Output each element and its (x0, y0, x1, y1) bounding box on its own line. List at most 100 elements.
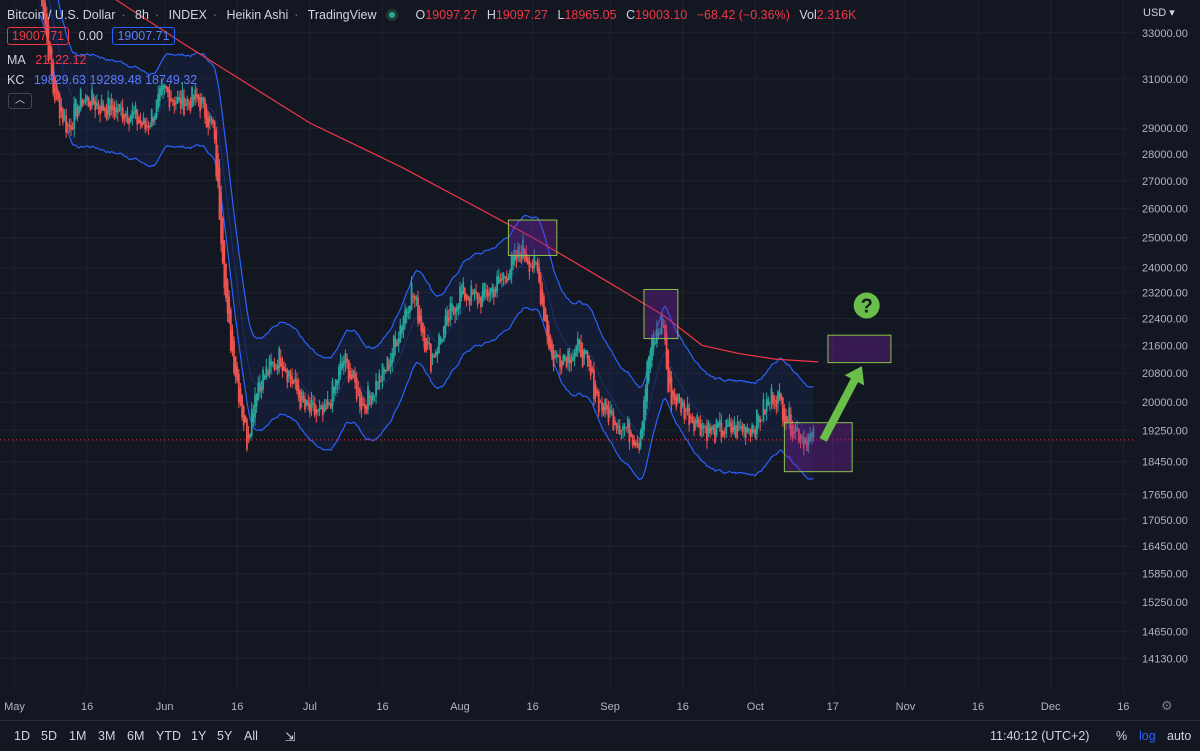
candle-body (783, 408, 786, 424)
market-status-icon (386, 9, 398, 21)
candle-body (751, 424, 754, 434)
x-tick-label: 16 (972, 701, 984, 713)
candle-body (489, 288, 492, 295)
volume-label: Vol (799, 8, 817, 22)
candle-body (635, 442, 637, 447)
candle-body (420, 315, 423, 332)
buy-price-button[interactable]: 19007.71 (112, 27, 175, 45)
timeframe-6m[interactable]: 6M (127, 729, 145, 743)
candle-body (60, 106, 63, 112)
candle-body (342, 360, 345, 367)
candle-body (457, 305, 460, 310)
y-tick-label: 17050.00 (1142, 515, 1188, 527)
candle-body (605, 404, 608, 410)
candle-body (65, 115, 68, 133)
candle-body (447, 317, 450, 322)
candle-body (239, 387, 242, 405)
candle-body (746, 428, 749, 433)
symbol-name[interactable]: Bitcoin / U.S. Dollar (7, 8, 116, 22)
date-range-icon[interactable]: ⇲ (285, 730, 296, 744)
candle-body (179, 98, 182, 109)
candle-body (62, 109, 64, 123)
timeframe-5d[interactable]: 5D (41, 729, 57, 743)
ma-legend[interactable]: MA 21122.12 (7, 53, 92, 67)
candle-body (234, 356, 237, 377)
candle-body (402, 317, 405, 331)
candle-body (736, 421, 739, 432)
candle-body (623, 426, 626, 429)
candle-body (484, 289, 487, 291)
candle-body (614, 420, 616, 426)
kc-legend[interactable]: KC 19829.63 19289.48 18749.32 (7, 73, 203, 87)
currency-selector[interactable]: USD ▾ (1143, 7, 1175, 19)
candle-body (460, 290, 463, 298)
candle-body (428, 343, 431, 345)
collapse-legend-button[interactable]: ︿ (8, 93, 32, 109)
candle-body (79, 89, 82, 110)
candle-body (643, 400, 645, 431)
candle-body (58, 94, 61, 119)
candle-body (572, 356, 574, 362)
candle-body (685, 410, 687, 412)
candle-body (300, 392, 303, 400)
candle-body (612, 411, 615, 430)
interval-label[interactable]: 8h (135, 8, 149, 22)
y-tick-label: 21600.00 (1142, 340, 1188, 352)
timeframe-5y[interactable]: 5Y (217, 729, 233, 743)
candle-body (586, 352, 589, 359)
x-tick-label: 16 (1117, 701, 1129, 713)
candle-body (710, 427, 713, 431)
candle-body (785, 416, 787, 423)
candle-body (329, 403, 332, 409)
candle-body (683, 403, 686, 419)
timeframe-ytd[interactable]: YTD (156, 729, 181, 743)
timeframe-3m[interactable]: 3M (98, 729, 116, 743)
candle-body (533, 256, 536, 269)
candle-body (555, 353, 558, 357)
candle-body (812, 428, 815, 437)
sell-price-button[interactable]: 19007.71 (7, 27, 70, 45)
timeframe-1y[interactable]: 1Y (191, 729, 207, 743)
candle-body (794, 426, 797, 433)
candle-body (455, 307, 458, 312)
percent-toggle[interactable]: % (1116, 729, 1128, 743)
candle-body (100, 99, 103, 111)
candle-body (289, 373, 292, 379)
candle-body (681, 400, 684, 406)
timeframe-1m[interactable]: 1M (69, 729, 87, 743)
candle-body (200, 97, 203, 105)
timeframe-all[interactable]: All (244, 729, 258, 743)
settings-gear-icon[interactable]: ⚙ (1161, 698, 1173, 713)
candle-body (777, 391, 779, 404)
symbol-legend: Bitcoin / U.S. Dollar · 8h · INDEX · Heikin… (7, 8, 857, 22)
candle-body (789, 414, 792, 436)
candle-body (678, 398, 681, 400)
ohlc-low-label: L (557, 8, 565, 22)
candle-body (186, 98, 189, 106)
candle-body (273, 362, 276, 370)
candle-body (523, 248, 526, 257)
y-tick-label: 16450.00 (1142, 541, 1188, 553)
timeframe-1d[interactable]: 1D (14, 729, 30, 743)
annotations: ? (507, 219, 892, 473)
candle-body (400, 326, 403, 334)
candle-body (781, 397, 784, 421)
candle-body (371, 392, 374, 401)
candle-body (388, 364, 390, 370)
candle-body (444, 315, 447, 334)
candle-body (199, 97, 202, 112)
log-toggle[interactable]: log (1139, 729, 1156, 743)
clock-time[interactable]: 11:40:12 (UTC+2) (990, 729, 1090, 743)
candle-body (714, 426, 716, 443)
candle-body (73, 103, 76, 129)
auto-toggle[interactable]: auto (1167, 729, 1192, 743)
candle-body (622, 425, 624, 431)
y-tick-label: 25000.00 (1142, 233, 1188, 245)
candle-body (147, 125, 150, 128)
candle-body (215, 130, 218, 177)
ohlc-close: 19003.10 (635, 8, 688, 22)
candle-body (462, 281, 465, 295)
candle-body (187, 102, 190, 104)
candle-body (760, 420, 763, 422)
